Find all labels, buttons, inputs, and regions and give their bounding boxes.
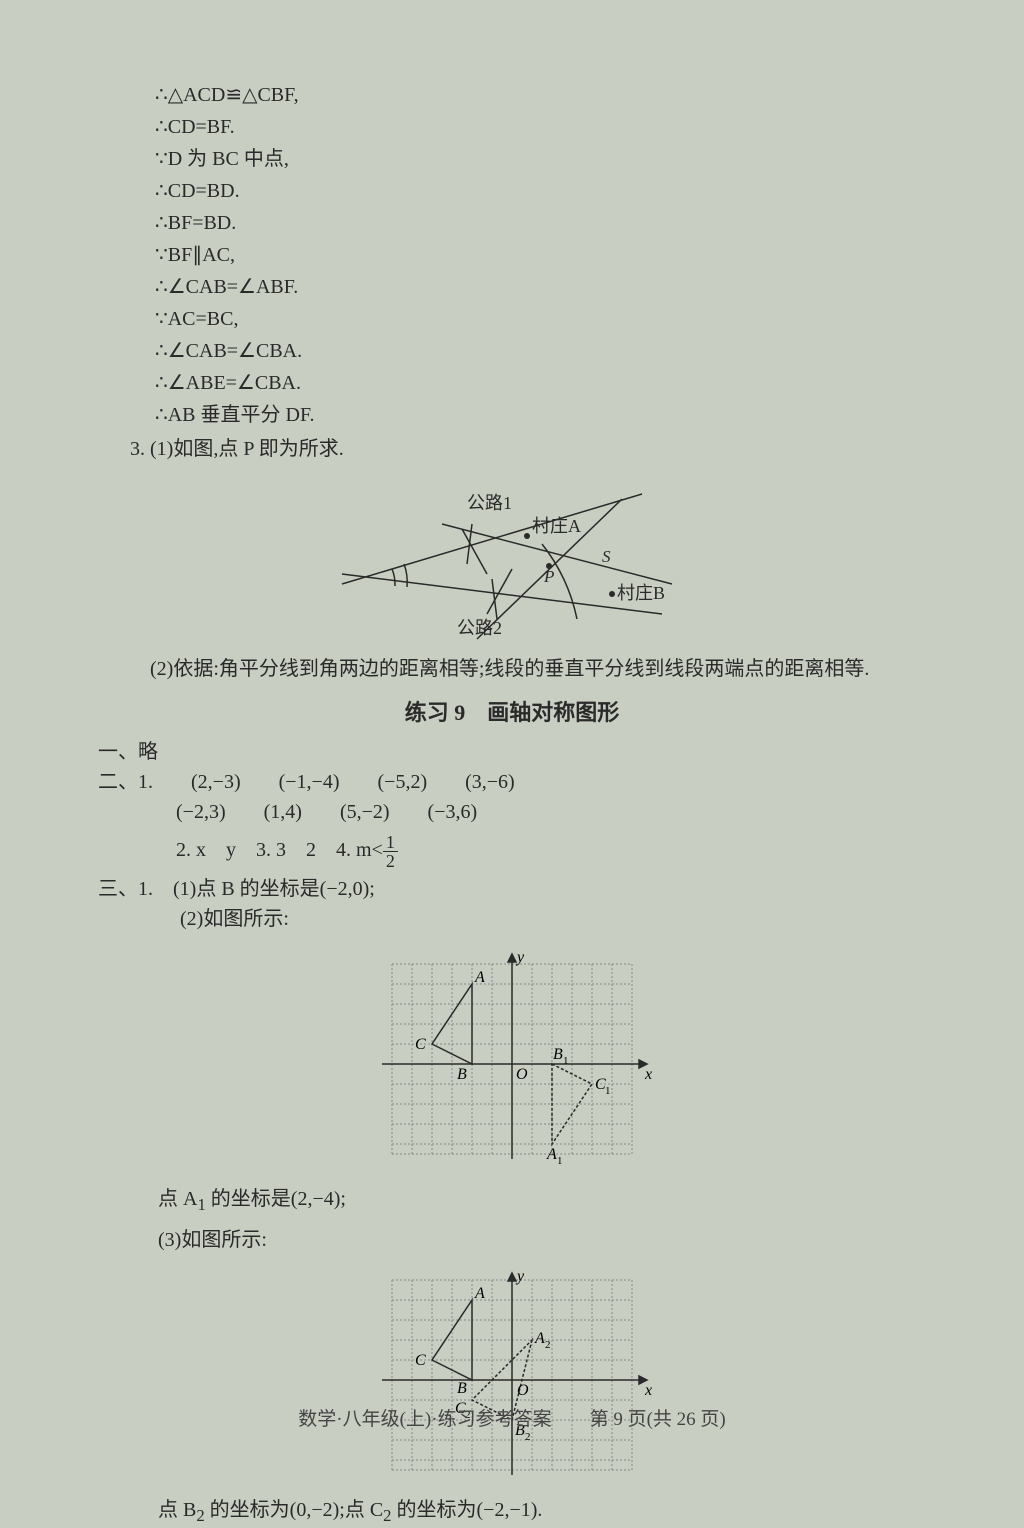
p2-header: 二、1. [98,767,153,797]
coord: (−2,3) [176,797,226,827]
svg-text:y: y [515,949,525,966]
label-P: P [543,567,554,586]
coord: (3,−6) [465,767,515,797]
coord: (−5,2) [378,767,428,797]
proof-line: ∴∠CAB=∠CBA. [155,336,934,366]
label-S: S [602,547,611,566]
part-1: 一、略 [98,737,934,767]
svg-text:x: x [644,1066,652,1083]
svg-text:1: 1 [563,1055,569,1067]
svg-text:B: B [457,1066,467,1083]
svg-text:A: A [546,1146,557,1163]
question-3: 3. (1)如图,点 P 即为所求. [130,434,934,464]
proof-line: ∵AC=BC, [155,304,934,334]
coord: (−3,6) [428,797,478,827]
proof-line: ∴AB 垂直平分 DF. [155,400,934,430]
proof-line: ∴CD=BF. [155,112,934,142]
proof-line: ∴BF=BD. [155,208,934,238]
svg-text:B: B [553,1046,563,1063]
explanation-text: (2)依据:角平分线到角两边的距离相等;线段的垂直平分线到线段两端点的距离相等. [150,654,934,684]
proof-line: ∵BF∥AC, [155,240,934,270]
part-3: 三、1. (1)点 B 的坐标是(−2,0); (2)如图所示: [98,874,934,934]
svg-text:1: 1 [557,1155,563,1167]
svg-text:y: y [515,1268,525,1285]
p2-row3: 2. x y 3. 3 2 4. m< [176,839,383,861]
coord: (2,−3) [191,767,241,797]
coord: (−1,−4) [279,767,340,797]
fraction: 12 [383,833,398,870]
svg-text:A: A [534,1330,545,1347]
proof-line: ∴△ACD≌△CBF, [155,80,934,110]
p3-header: 三、1. (1)点 B 的坐标是(−2,0); [98,874,934,904]
svg-text:B: B [457,1380,467,1397]
proof-line: ∴∠CAB=∠ABF. [155,272,934,302]
svg-text:C: C [415,1036,426,1053]
note-b2c2: 点 B2 的坐标为(0,−2);点 C2 的坐标为(−2,−1). [158,1495,934,1528]
note-a1: 点 A1 的坐标是(2,−4); [158,1184,934,1217]
coord: (5,−2) [340,797,390,827]
page-footer: 数学·八年级(上)·练习参考答案 第 9 页(共 26 页) [0,1406,1024,1435]
proof-line: ∵D 为 BC 中点, [155,144,934,174]
part-2: 二、1. (2,−3) (−1,−4) (−5,2) (3,−6) (−2,3) (1,4… [98,767,934,870]
diagram-grid-2: y x O A B C A2 B2 C2 [90,1265,934,1485]
svg-text:A: A [474,969,485,986]
proof-line: ∴∠ABE=∠CBA. [155,368,934,398]
svg-text:x: x [644,1382,652,1399]
svg-text:A: A [474,1285,485,1302]
svg-text:2: 2 [545,1339,551,1351]
diagram-grid-1: y x O A B C B1 C1 A1 [90,944,934,1174]
label-road1: 公路1 [467,493,512,513]
label-road2: 公路2 [457,618,502,638]
p3-sub3: (3)如图所示: [158,1225,934,1255]
p3-sub2: (2)如图所示: [180,904,934,934]
svg-text:C: C [415,1352,426,1369]
svg-text:O: O [517,1382,529,1399]
svg-text:O: O [516,1066,528,1083]
svg-text:1: 1 [605,1085,611,1097]
proof-line: ∴CD=BD. [155,176,934,206]
coord: (1,4) [264,797,302,827]
label-villageA: 村庄A [532,516,581,536]
diagram-roads: 公路1 公路2 村庄A 村庄B P S [90,474,934,644]
proof-block: ∴△ACD≌△CBF, ∴CD=BF. ∵D 为 BC 中点, ∴CD=BD. … [155,80,934,430]
label-villageB: 村庄B [617,583,665,603]
section-title: 练习 9 画轴对称图形 [90,696,934,729]
